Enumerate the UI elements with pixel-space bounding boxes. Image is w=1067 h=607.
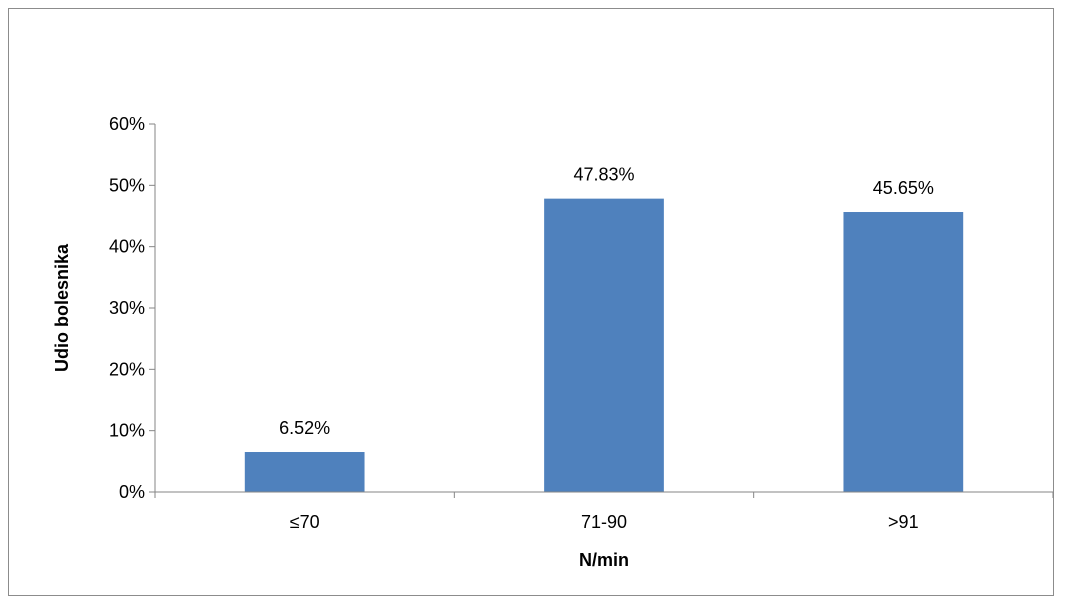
x-tick-label: ≤70 (290, 512, 320, 532)
y-tick-label: 0% (119, 482, 145, 502)
bar-1 (244, 452, 365, 492)
y-axis-ticks: 0% 10% 20% 30% 40% 50% 60% (109, 114, 155, 502)
y-tick-label: 40% (109, 237, 145, 257)
data-label: 6.52% (279, 418, 330, 438)
y-tick-label: 20% (109, 359, 145, 379)
y-tick-label: 30% (109, 298, 145, 318)
y-tick-label: 10% (109, 421, 145, 441)
x-tick-label: 71-90 (581, 512, 627, 532)
y-axis-title: Udio bolesnika (52, 243, 72, 372)
bar-2 (544, 198, 664, 492)
y-tick-label: 50% (109, 175, 145, 195)
data-label: 47.83% (573, 165, 634, 185)
y-tick-label: 60% (109, 114, 145, 134)
bars-group: 6.52% 47.83% 45.65% (244, 165, 964, 492)
x-axis-title: N/min (579, 550, 629, 570)
data-label: 45.65% (873, 178, 934, 198)
x-axis-ticks: ≤70 71-90 >91 (154, 492, 1054, 532)
x-tick-label: >91 (888, 512, 919, 532)
bar-3 (843, 212, 964, 492)
